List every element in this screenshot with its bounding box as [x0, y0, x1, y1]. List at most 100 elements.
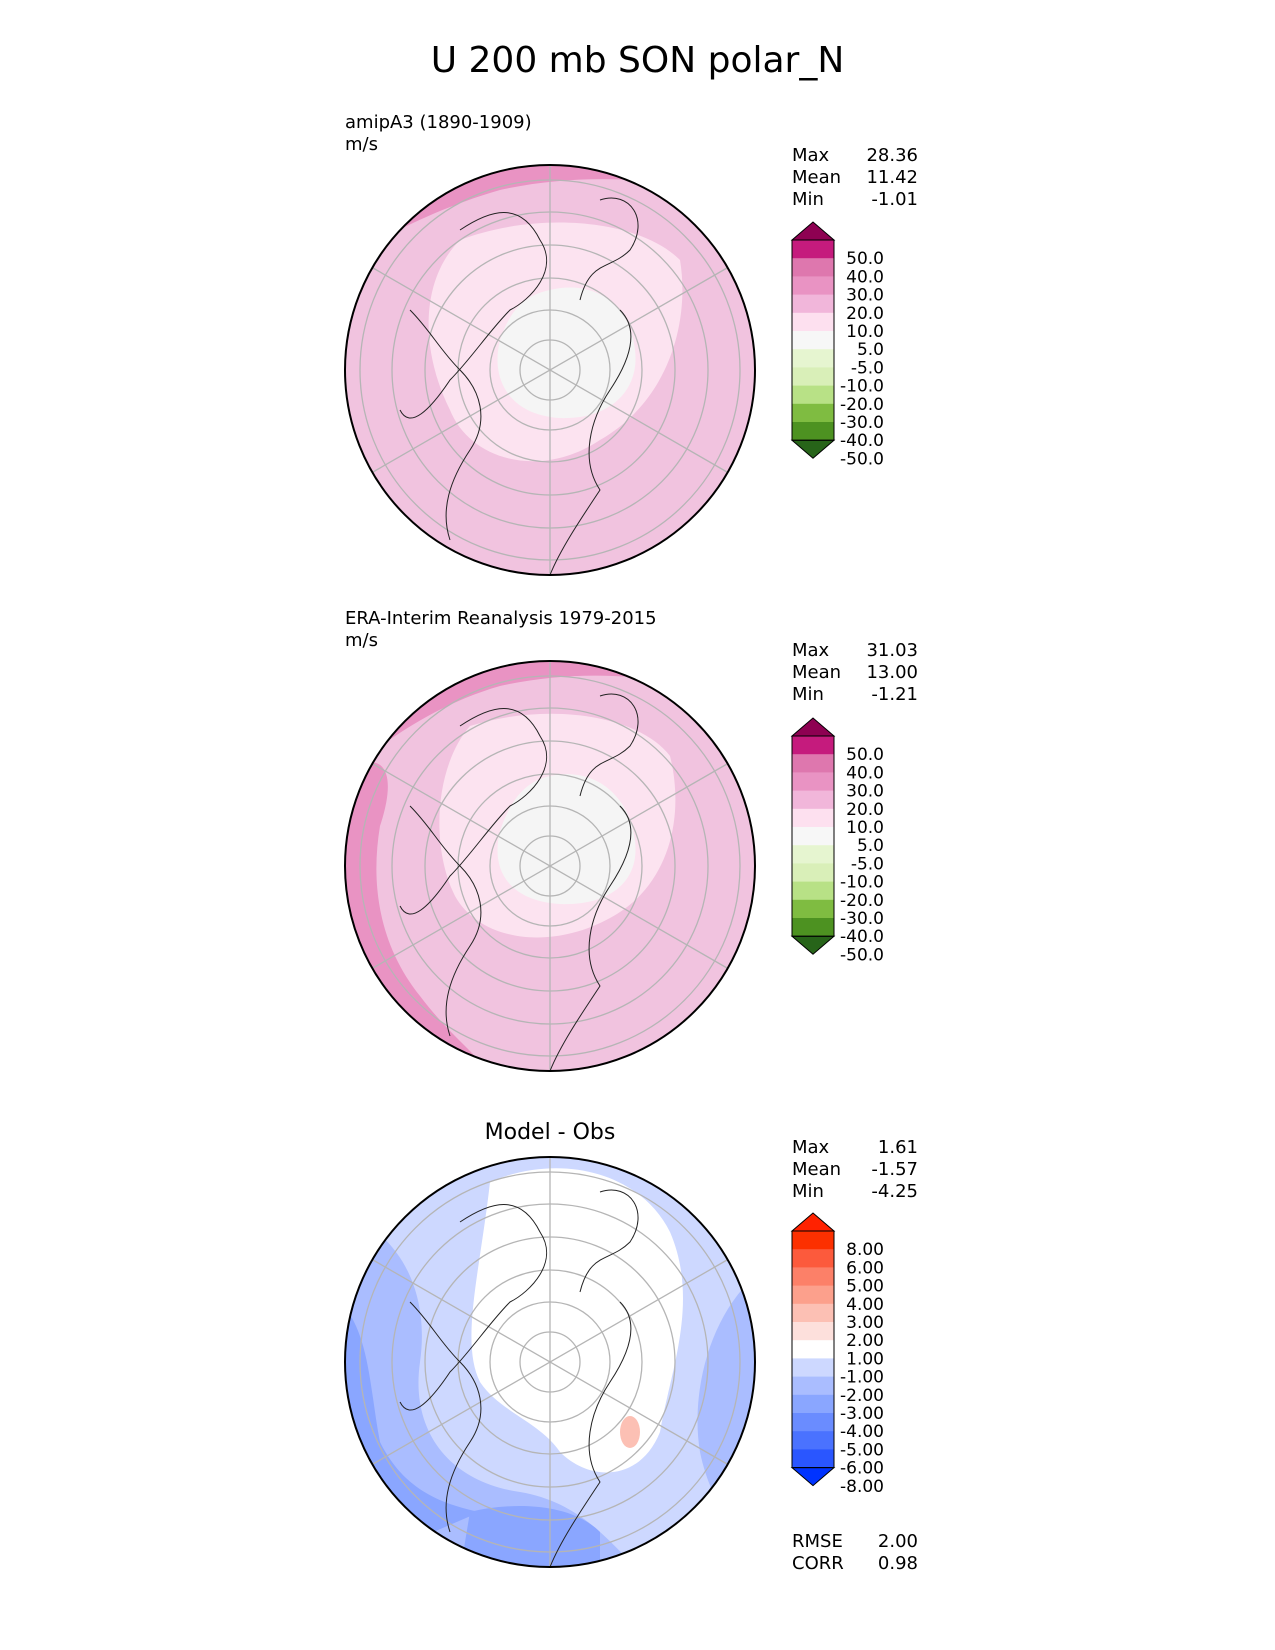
colorbar-segment [792, 1340, 834, 1359]
colorbar-segment [792, 754, 834, 773]
colorbar-tick-label: 50.0 [846, 745, 884, 765]
colorbar-segment [792, 1285, 834, 1305]
map-fill-positive-anomaly [620, 1416, 640, 1448]
figure-title: U 200 mb SON polar_N [430, 40, 845, 81]
map-fill-band-near-zero [471, 1168, 683, 1473]
panel-1-polar-map [344, 164, 756, 576]
colorbar-tick-label: -40.0 [840, 431, 884, 451]
colorbar-segment [792, 240, 834, 259]
colorbar-segment [792, 312, 834, 332]
colorbar-extension-max [790, 717, 836, 737]
colorbar-segment [792, 1376, 834, 1396]
colorbar-tick-label: 10.0 [846, 322, 884, 342]
colorbar-extension-max [790, 221, 836, 241]
colorbar-tick-label: 40.0 [846, 763, 884, 783]
panel-3-colorbar: 8.006.005.004.003.002.001.00-1.00-2.00-3… [790, 1212, 884, 1497]
colorbar-segment [792, 918, 834, 937]
stat-max-value: 28.36 [866, 145, 918, 166]
stat-min-value: -1.01 [871, 189, 918, 210]
colorbar-extension-min [790, 1467, 836, 1487]
colorbar-tick-label: 20.0 [846, 304, 884, 324]
colorbar-segment [792, 349, 834, 368]
colorbar-tick-label: 5.00 [846, 1277, 884, 1297]
colorbar-segment [792, 1413, 834, 1432]
colorbar-tick-label: 10.0 [846, 818, 884, 838]
colorbar-segment [792, 863, 834, 883]
colorbar-segment [792, 808, 834, 828]
map-graticule [359, 661, 741, 1071]
colorbar-outline [791, 239, 835, 441]
stat-max-label: Max [792, 145, 830, 166]
colorbar-tick-label: 4.00 [846, 1295, 884, 1315]
colorbar-segment [792, 1431, 834, 1450]
colorbar-tick-label: -5.0 [851, 358, 884, 378]
colorbar-tick-label: -30.0 [840, 909, 884, 929]
colorbar-tick-label: 5.0 [857, 340, 884, 360]
colorbar-extension-max [790, 1212, 836, 1232]
panel-3-title: Model - Obs [484, 1120, 616, 1145]
colorbar-segment [792, 294, 834, 314]
panel-3-polar-map [344, 1156, 756, 1568]
colorbar-tick-label: -4.00 [840, 1422, 884, 1442]
colorbar-segment [792, 1358, 834, 1378]
stat-min-label: Min [792, 684, 824, 705]
colorbar-tick-label: 5.0 [857, 836, 884, 856]
colorbar-tick-label: -50.0 [840, 945, 884, 965]
colorbar-tick-label: -5.00 [840, 1440, 884, 1460]
stat-max-label: Max [792, 1137, 830, 1158]
colorbar-outline [791, 1230, 835, 1469]
colorbar-segment [792, 1322, 834, 1341]
colorbar-segment [792, 845, 834, 864]
colorbar-tick-label: -20.0 [840, 395, 884, 415]
colorbar-segment [792, 736, 834, 755]
rmse-value: 2.00 [877, 1531, 918, 1552]
colorbar-segment [792, 276, 834, 296]
colorbar-tick-label: 2.00 [846, 1331, 884, 1351]
stat-mean-value: -1.57 [871, 1159, 918, 1180]
colorbar-segment [792, 258, 834, 277]
colorbar-segment [792, 403, 834, 423]
colorbar-segment [792, 1267, 834, 1287]
stat-mean-label: Mean [792, 167, 842, 188]
colorbar-tick-label: -30.0 [840, 413, 884, 433]
stat-max-value: 1.61 [877, 1137, 918, 1158]
stat-min-label: Min [792, 189, 824, 210]
stat-min-value: -4.25 [871, 1181, 918, 1202]
map-fill-band-strong-negative-south [460, 1506, 600, 1567]
panel-2-dataset: ERA-Interim Reanalysis 1979-2015 [345, 608, 657, 629]
map-fill-band-negative-west [345, 1212, 640, 1567]
panel-2-label: ERA-Interim Reanalysis 1979-2015 m/s [345, 608, 657, 652]
panel-2-units: m/s [345, 630, 378, 651]
colorbar-segment [792, 331, 834, 350]
map-graticule [359, 1157, 741, 1567]
colorbar-tick-label: 40.0 [846, 267, 884, 287]
colorbar-tick-label: -5.0 [851, 854, 884, 874]
colorbar-segment [792, 367, 834, 387]
colorbar-extension-min [790, 935, 836, 955]
panel-2-stats: Max 31.03 Mean 13.00 Min -1.21 [792, 640, 918, 706]
stat-min-value: -1.21 [871, 684, 918, 705]
colorbar-tick-label: 3.00 [846, 1313, 884, 1333]
colorbar-tick-label: 8.00 [846, 1240, 884, 1260]
colorbar-segment [792, 827, 834, 846]
stat-mean-value: 11.42 [866, 167, 918, 188]
colorbar-tick-label: 30.0 [846, 286, 884, 306]
colorbar-segment [792, 1303, 834, 1323]
colorbar-tick-label: -8.00 [840, 1477, 884, 1497]
panel-1-dataset: amipA3 (1890-1909) [345, 112, 532, 133]
colorbar-tick-label: -40.0 [840, 927, 884, 947]
colorbar-tick-label: -10.0 [840, 873, 884, 893]
colorbar-tick-label: 20.0 [846, 800, 884, 820]
colorbar-segment [792, 899, 834, 919]
rmse-label: RMSE [792, 1531, 843, 1552]
colorbar-tick-label: 6.00 [846, 1258, 884, 1278]
colorbar-tick-label: -6.00 [840, 1459, 884, 1479]
map-boundary [344, 660, 756, 1072]
colorbar-tick-label: 30.0 [846, 782, 884, 802]
colorbar-segment [792, 790, 834, 810]
stat-mean-value: 13.00 [866, 662, 918, 683]
colorbar-tick-label: -20.0 [840, 891, 884, 911]
colorbar-tick-label: -2.00 [840, 1386, 884, 1406]
colorbar-outline [791, 735, 835, 937]
panel-3-skill-scores: RMSE 2.00 CORR 0.98 [792, 1531, 918, 1575]
